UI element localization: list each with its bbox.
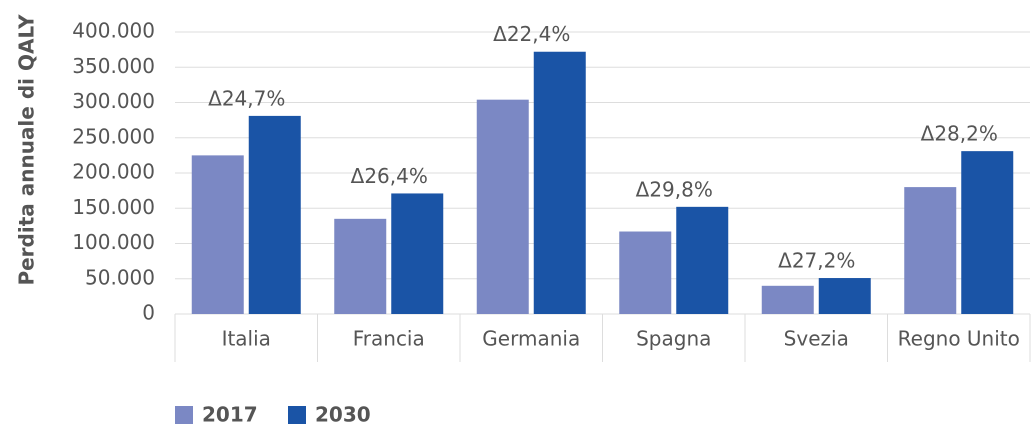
x-tick-label: Italia: [222, 327, 271, 351]
y-tick-label: 350.000: [72, 54, 155, 78]
legend-label: 2017: [202, 403, 258, 427]
bar: [619, 231, 672, 314]
annotation: Δ24,7%: [208, 86, 285, 110]
bar: [476, 99, 529, 315]
y-tick-label: 100.000: [72, 230, 155, 254]
bar: [533, 51, 586, 315]
legend-swatch: [288, 406, 306, 424]
bar: [761, 285, 814, 314]
x-tick-label: Francia: [353, 327, 425, 351]
bar: [818, 278, 871, 314]
y-tick-label: 150.000: [72, 195, 155, 219]
y-tick-label: 250.000: [72, 124, 155, 148]
bar: [676, 206, 729, 314]
bar: [391, 193, 444, 314]
bar: [904, 187, 957, 314]
y-tick-label: 400.000: [72, 19, 155, 43]
x-tick-label: Svezia: [784, 327, 849, 351]
annotation: Δ22,4%: [493, 22, 570, 46]
bar: [248, 115, 301, 315]
annotation: Δ27,2%: [778, 249, 855, 273]
annotation: Δ26,4%: [351, 164, 428, 188]
x-tick-label: Spagna: [636, 327, 711, 351]
annotation: Δ28,2%: [921, 122, 998, 146]
bar: [334, 218, 387, 314]
x-tick-label: Germania: [482, 327, 580, 351]
y-tick-label: 300.000: [72, 89, 155, 113]
y-axis-title: Perdita annuale di QALY: [15, 14, 39, 286]
legend-swatch: [175, 406, 193, 424]
y-tick-label: 200.000: [72, 160, 155, 184]
bar: [961, 151, 1014, 314]
legend-label: 2030: [315, 403, 371, 427]
bar: [191, 155, 244, 314]
annotation: Δ29,8%: [636, 177, 713, 201]
y-tick-label: 0: [142, 301, 155, 325]
y-tick-label: 50.000: [85, 265, 155, 289]
x-tick-label: Regno Unito: [898, 327, 1020, 351]
